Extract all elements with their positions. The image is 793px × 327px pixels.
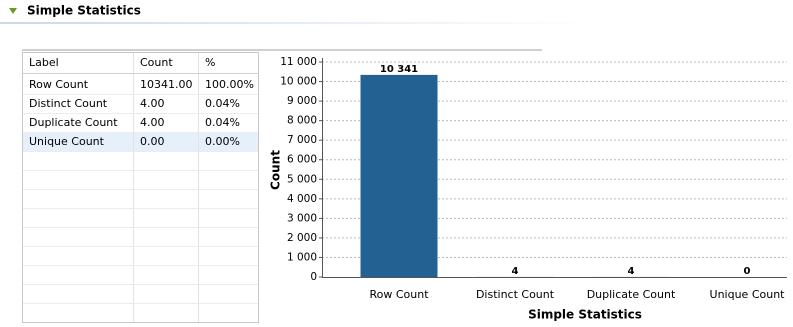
table-cell: 4.00 xyxy=(140,97,165,110)
y-tick-label: 8 000 xyxy=(287,115,317,127)
column-header: Count xyxy=(140,56,173,69)
table xyxy=(23,53,259,323)
y-tick-label: 6 000 xyxy=(287,154,317,166)
y-tick-label: 5 000 xyxy=(287,173,317,185)
table-cell: Distinct Count xyxy=(29,97,108,110)
x-tick-label: Duplicate Count xyxy=(587,288,676,301)
table-cell: 0.00% xyxy=(205,135,240,148)
table-cell: Duplicate Count xyxy=(29,116,118,129)
table-cell: 4.00 xyxy=(140,116,165,129)
value-label: 0 xyxy=(744,266,751,277)
value-label: 4 xyxy=(512,266,519,277)
column-header: Label xyxy=(29,56,59,69)
bar xyxy=(361,75,438,277)
chart-panel xyxy=(259,52,793,323)
table-cell: Unique Count xyxy=(29,135,105,148)
y-tick-label: 4 000 xyxy=(287,193,317,205)
x-tick-label: Distinct Count xyxy=(476,288,555,301)
table-cell: 100.00% xyxy=(205,78,254,91)
section-title[interactable]: Simple Statistics xyxy=(27,4,141,18)
x-axis-title: Simple Statistics xyxy=(528,308,642,322)
y-axis-title: Count xyxy=(269,150,283,190)
table-cell: Row Count xyxy=(29,78,89,91)
table-cell: 10341.00 xyxy=(140,78,193,91)
table-cell: 0.00 xyxy=(140,135,165,148)
table-cell: 0.04% xyxy=(205,97,240,110)
y-tick-label: 7 000 xyxy=(287,134,317,146)
table-cell: 0.04% xyxy=(205,116,240,129)
y-tick-label: 2 000 xyxy=(287,232,317,244)
column-header: % xyxy=(205,56,215,69)
y-tick-label: 1 000 xyxy=(287,251,317,263)
y-tick-label: 10 000 xyxy=(280,76,317,88)
value-label: 10 341 xyxy=(380,64,418,75)
x-tick-label: Row Count xyxy=(369,288,429,301)
value-label: 4 xyxy=(628,266,635,277)
y-tick-label: 9 000 xyxy=(287,95,317,107)
y-tick-label: 11 000 xyxy=(280,56,317,68)
expand-arrow[interactable] xyxy=(9,8,17,14)
x-tick-label: Unique Count xyxy=(710,288,786,301)
y-tick-label: 3 000 xyxy=(287,212,317,224)
header-rule xyxy=(0,22,598,24)
y-tick-label: 0 xyxy=(310,271,317,283)
